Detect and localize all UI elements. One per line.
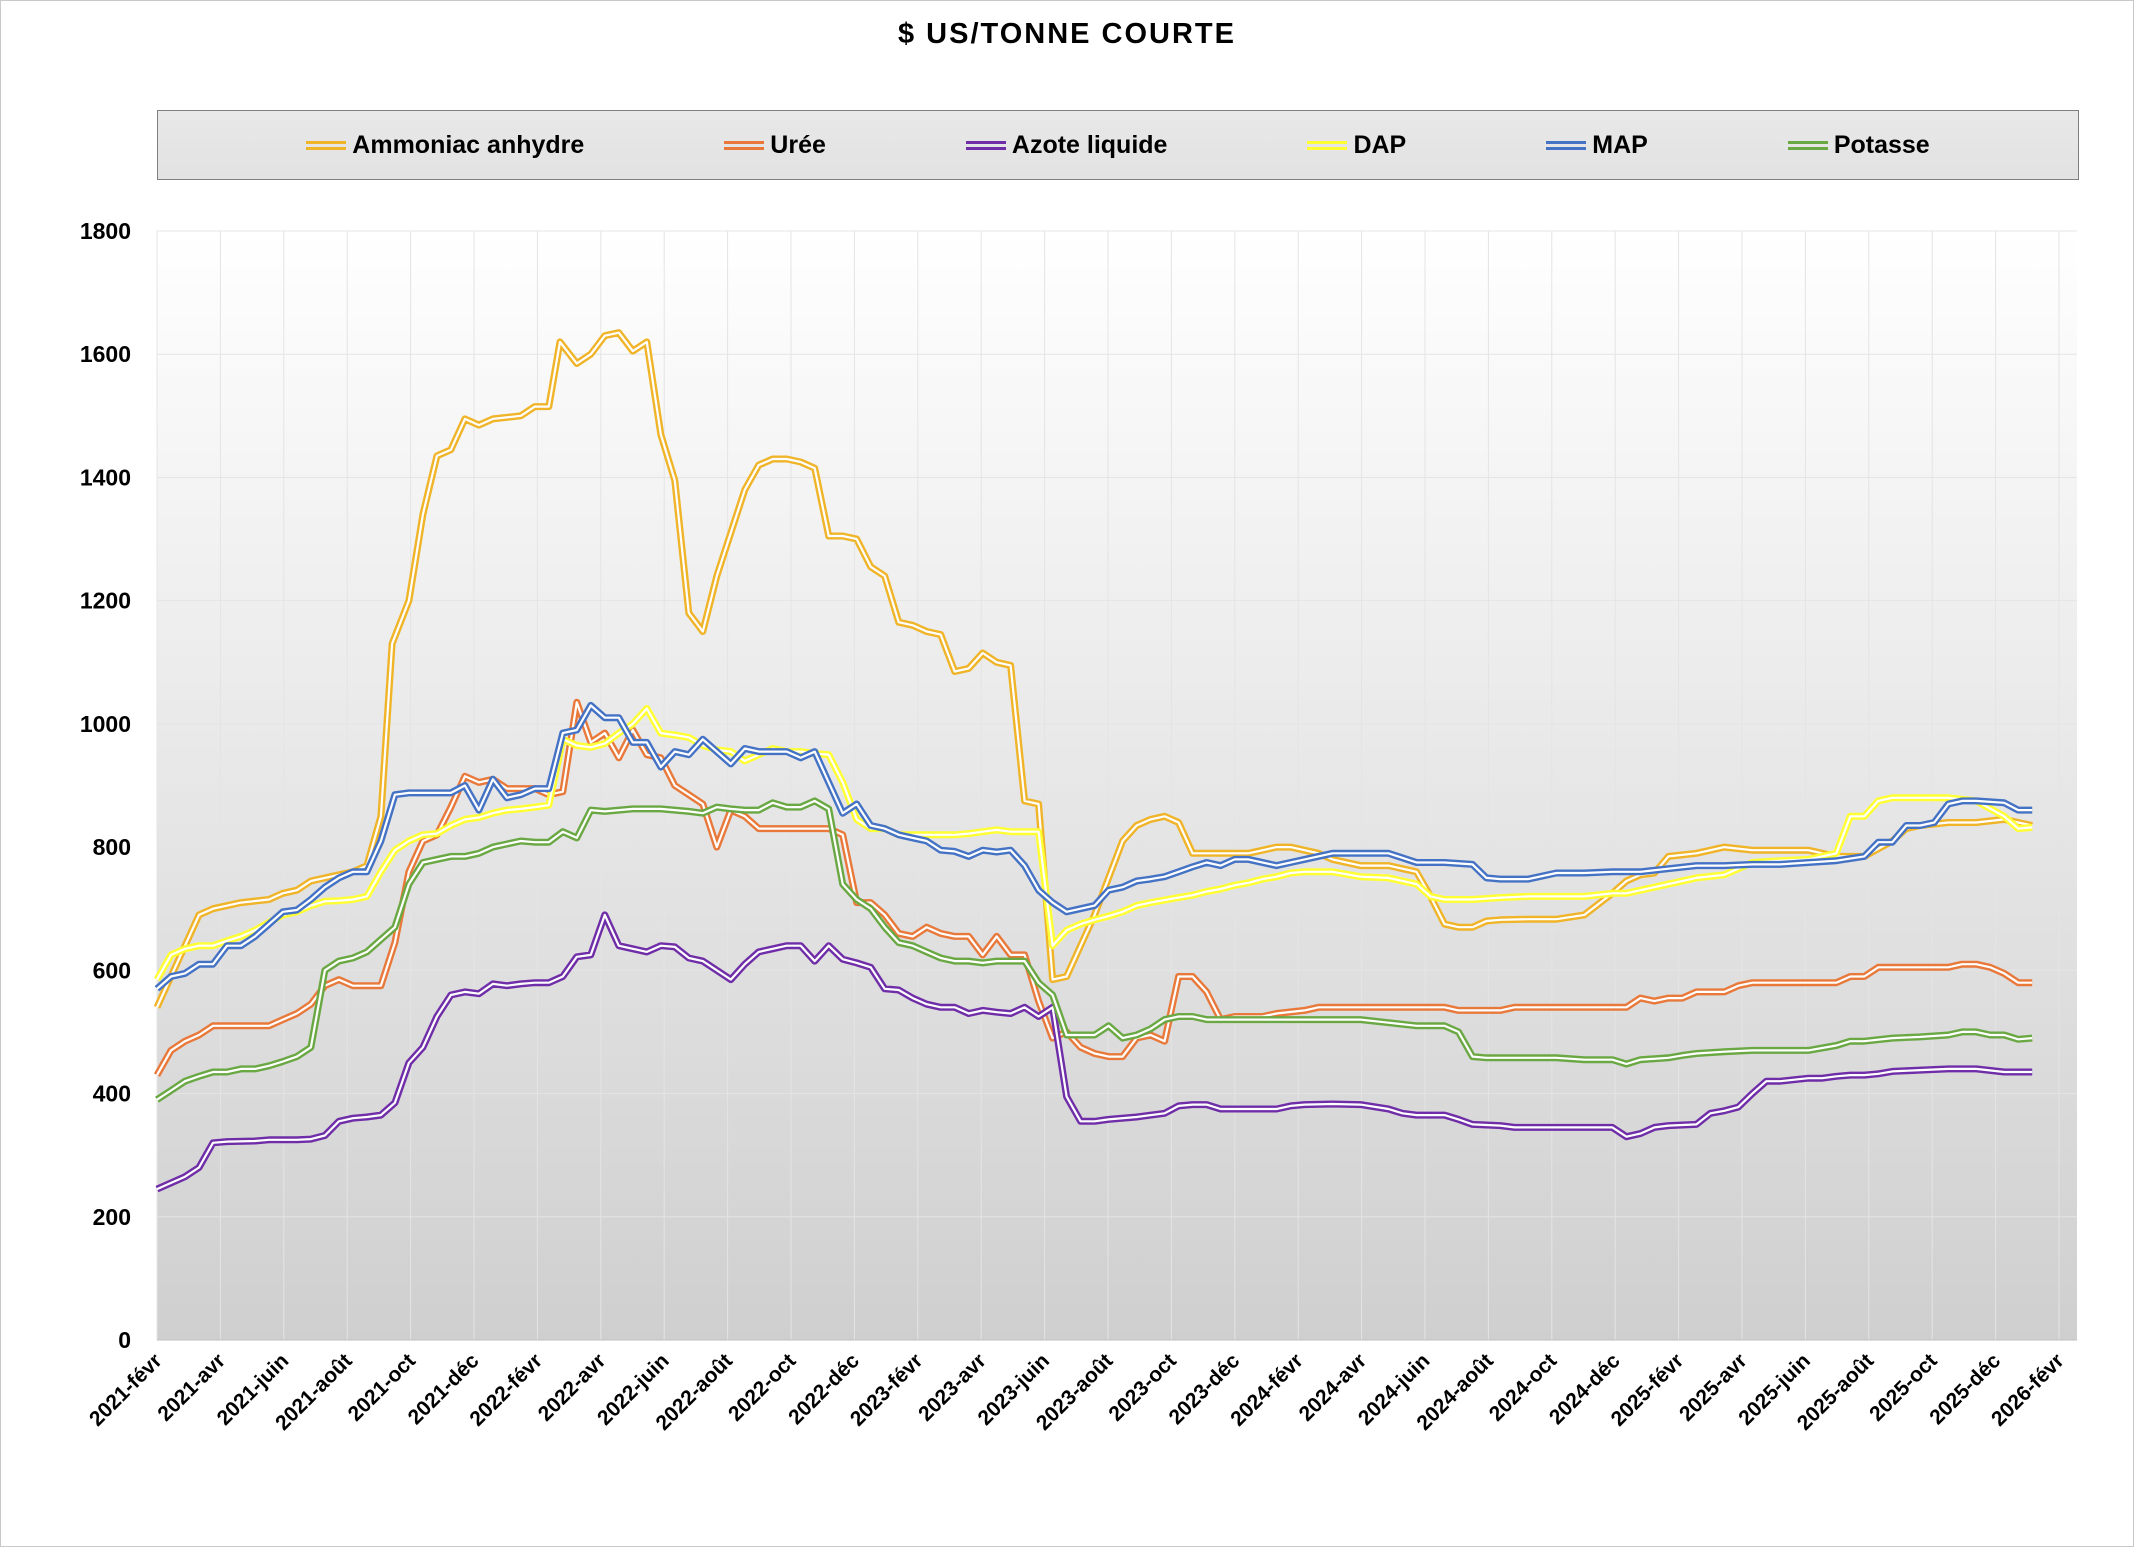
- series-line-inner: [156, 799, 2033, 1101]
- plot-background: [157, 231, 2077, 1340]
- legend-swatch: [1787, 140, 1828, 150]
- series-lines: [153, 329, 2033, 1193]
- y-tick-label: 1000: [80, 711, 131, 737]
- series-line-inner: [155, 331, 2033, 1008]
- y-tick-label: 1200: [80, 588, 131, 614]
- legend-label: Urée: [770, 130, 826, 159]
- series-line-inner: [156, 913, 2033, 1191]
- x-tick-label: 2021-févr: [85, 1349, 166, 1430]
- legend-item: DAP: [1307, 131, 1406, 160]
- series-line-inner: [156, 704, 2033, 990]
- y-tick-label: 1600: [80, 341, 131, 367]
- series-line-inner: [156, 707, 2033, 981]
- legend-swatch: [724, 140, 765, 150]
- y-tick-label: 1400: [80, 464, 131, 490]
- legend-item: Potasse: [1787, 130, 1930, 160]
- legend-swatch: [1307, 140, 1348, 150]
- y-tick-label: 0: [118, 1327, 131, 1353]
- y-tick-label: 800: [93, 834, 131, 860]
- legend-item: Urée: [724, 131, 826, 160]
- chart-title: $ US/TONNE COURTE: [897, 18, 1236, 50]
- legend-item: MAP: [1546, 131, 1648, 160]
- legend-label: Azote liquide: [1011, 130, 1168, 159]
- legend-label: DAP: [1353, 130, 1407, 159]
- legend-label: Potasse: [1833, 130, 1930, 159]
- gridlines: [156, 230, 2077, 1341]
- y-tick-label: 400: [93, 1081, 131, 1107]
- legend-swatch: [965, 140, 1006, 150]
- y-tick-label: 600: [93, 957, 131, 983]
- legend-item: Ammoniac anhydre: [306, 131, 584, 160]
- legend-label: MAP: [1592, 130, 1648, 159]
- y-tick-label: 1800: [80, 218, 131, 244]
- y-tick-label: 200: [93, 1204, 131, 1230]
- legend: Ammoniac anhydre Urée Azote liquide DAP MAP P…: [157, 110, 2079, 180]
- legend-item: Azote liquide: [965, 130, 1168, 160]
- legend-label: Ammoniac anhydre: [352, 130, 585, 159]
- legend-swatch: [1546, 140, 1587, 150]
- legend-swatch: [306, 140, 347, 150]
